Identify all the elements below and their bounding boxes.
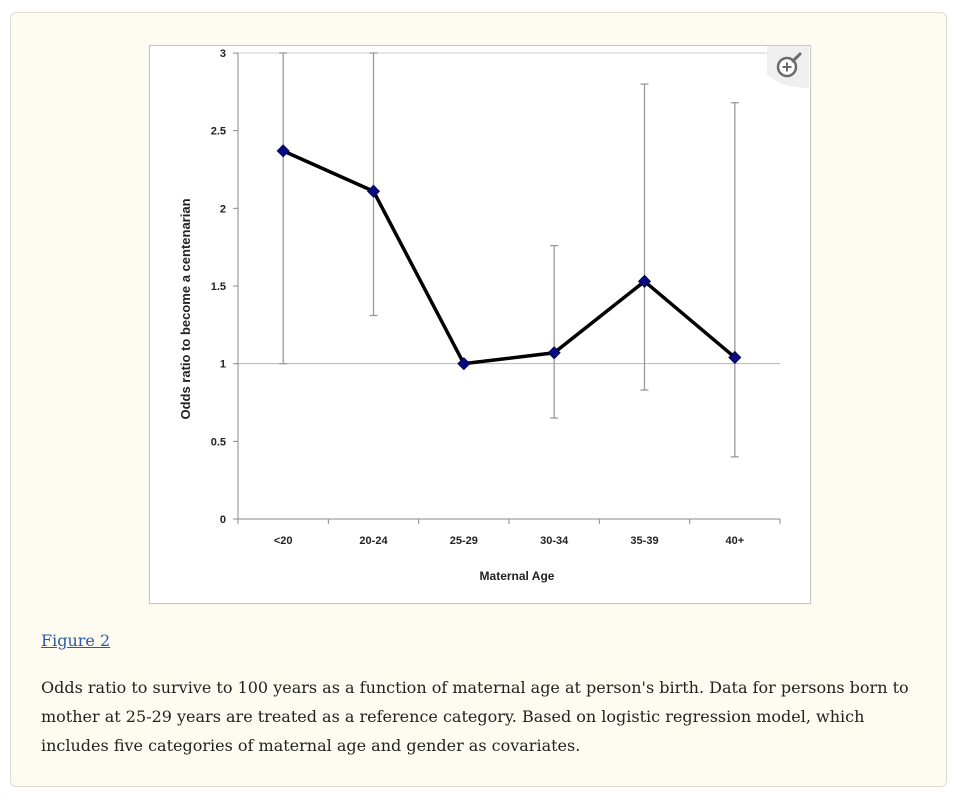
y-tick-label: 1.5 (211, 281, 226, 293)
y-tick-label: 3 (220, 48, 226, 60)
series-line (282, 149, 736, 366)
data-point-marker (457, 357, 471, 371)
y-tick-label: 1 (220, 359, 226, 371)
x-tick-label: 35-39 (630, 535, 658, 547)
y-tick-label: 0 (220, 514, 226, 526)
data-point-marker (547, 346, 561, 360)
y-tick-label: 2.5 (211, 126, 226, 138)
plot-area: 0 0.5 1 1.5 2 2.5 3 <20 20-24 25-29 30-34 35-39 40+ (211, 48, 781, 547)
figure-caption: Odds ratio to survive to 100 years as a … (41, 678, 909, 755)
x-axis-label: Maternal Age (480, 569, 555, 583)
x-tick-label: 40+ (725, 535, 744, 547)
x-tick-label: 25-29 (450, 535, 478, 547)
zoom-in-magnifier-icon (767, 46, 809, 88)
x-tick-label: 20-24 (359, 535, 388, 547)
data-point-marker (728, 350, 742, 365)
odds-ratio-chart: Odds ratio to become a centenarian Mater… (178, 48, 781, 583)
x-tick-label: <20 (274, 535, 293, 547)
y-tick-label: 0.5 (211, 436, 226, 448)
x-tick-label: 30-34 (540, 535, 569, 547)
y-axis-label: Odds ratio to become a centenarian (178, 198, 193, 419)
data-point-marker (276, 144, 290, 158)
figure-card: Odds ratio to become a centenarian Mater… (10, 12, 947, 787)
chart-frame: Odds ratio to become a centenarian Mater… (149, 45, 811, 604)
data-point-marker (637, 274, 652, 288)
y-axis-label-group: Odds ratio to become a centenarian (178, 198, 193, 419)
data-point-marker (366, 184, 381, 198)
zoom-in-button[interactable] (767, 46, 809, 88)
y-tick-label: 2 (220, 203, 226, 215)
figure-2-link[interactable]: Figure 2 (41, 631, 111, 650)
